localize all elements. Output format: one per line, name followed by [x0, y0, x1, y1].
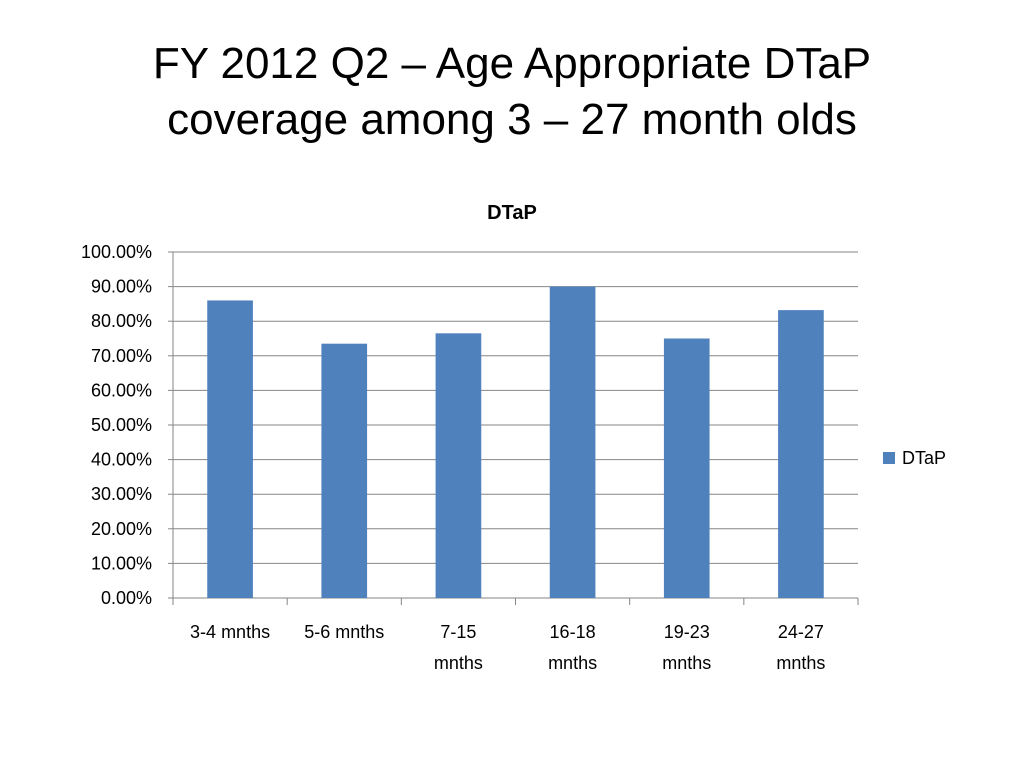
- x-tick-label: 24-27 mnths: [776, 622, 825, 673]
- x-tick-label: 3-4 mnths: [190, 622, 270, 642]
- slide-title: FY 2012 Q2 – Age Appropriate DTaP covera…: [40, 36, 984, 148]
- slide-title-line-1: FY 2012 Q2 – Age Appropriate DTaP: [152, 39, 872, 88]
- bar: [207, 300, 253, 598]
- y-tick-label: 40.00%: [91, 450, 152, 470]
- y-tick-label: 10.00%: [91, 553, 152, 573]
- y-tick-label: 50.00%: [91, 415, 152, 435]
- tick-labels: 0.00% 10.00% 20.00% 30.00% 40.00% 50.00% 60.00…: [81, 242, 825, 673]
- legend-swatch: [883, 452, 895, 464]
- y-tick-label: 0.00%: [101, 588, 152, 608]
- legend-label: DTaP: [902, 448, 946, 468]
- y-tick-label: 60.00%: [91, 380, 152, 400]
- x-tick-label: 19-23 mnths: [662, 622, 711, 673]
- y-tick-label: 80.00%: [91, 311, 152, 331]
- bar: [321, 343, 368, 598]
- x-tick-label: 16-18 mnths: [548, 622, 597, 673]
- bar: [778, 310, 824, 598]
- bar: [663, 338, 710, 598]
- y-tick-label: 20.00%: [91, 519, 152, 539]
- y-tick-label: 100.00%: [81, 242, 152, 262]
- bars: [207, 286, 824, 598]
- gridlines: [173, 251, 858, 564]
- y-tick-label: 90.00%: [91, 277, 152, 297]
- y-tick-label: 70.00%: [91, 346, 152, 366]
- slide-title-line-2: coverage among 3 – 27 month olds: [167, 95, 857, 144]
- x-tick-label: 5-6 mnths: [304, 622, 384, 642]
- y-tick-label: 30.00%: [91, 484, 152, 504]
- axes: [168, 251, 859, 605]
- bar: [435, 333, 482, 598]
- bar: [549, 286, 596, 598]
- chart-title: DTaP: [487, 202, 537, 224]
- x-tick-label: 7-15 mnths: [434, 622, 483, 673]
- legend: DTaP: [883, 448, 946, 468]
